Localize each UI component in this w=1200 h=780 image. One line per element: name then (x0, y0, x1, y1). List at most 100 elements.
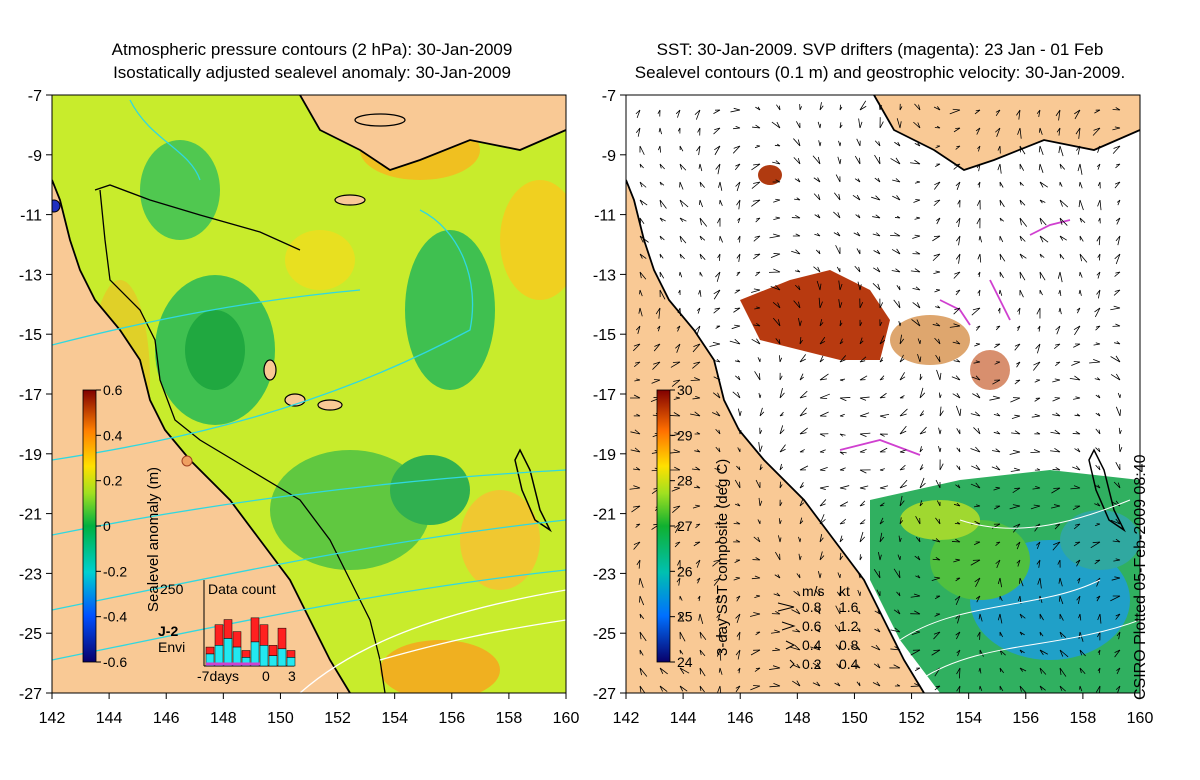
left-lat-tick: -13 (19, 267, 42, 284)
sla-colorbar-tick: -0.4 (103, 609, 127, 625)
right-lat-tick: -17 (593, 387, 616, 404)
svp-drifter-tracks (839, 219, 1071, 456)
data-count-title: Data count (208, 581, 276, 597)
sst-colorbar-tick: 30 (677, 382, 693, 398)
sst-colorbar-label: 3-day SST composite (deg C) (714, 459, 731, 656)
data-count-bar-envi (286, 657, 296, 667)
right-lat-tick: -25 (593, 626, 616, 643)
right-lat-tick: -9 (602, 148, 616, 165)
png-land (52, 95, 566, 170)
right-lat-tick: -19 (593, 447, 616, 464)
right-lat-tick: -11 (594, 208, 616, 225)
velocity-legend-ms: 0.2 (802, 656, 822, 672)
right-lon-tick: 154 (955, 710, 982, 727)
sst-colorbar-tick: 28 (677, 473, 693, 489)
data-count-bar-j2 (241, 650, 251, 658)
left-title-line2: Isostatically adjusted sealevel anomaly:… (113, 63, 511, 82)
velocity-legend: m/s kt 0.8 1.6 0.6 1.2 0.4 0.8 0.2 0.4 (777, 583, 859, 672)
velocity-legend-kt: 0.4 (839, 656, 859, 672)
right-lon-tick: 152 (898, 710, 925, 727)
left-lon-tick: 158 (496, 710, 523, 727)
right-lat-tick: -7 (602, 88, 616, 105)
left-lat-tick: -15 (19, 327, 42, 344)
data-count-bar-j2 (232, 631, 242, 648)
plot-credit: CSIRO Plotted 05-Feb-2009 08:40 (1132, 454, 1149, 700)
left-lon-tick: 154 (381, 710, 408, 727)
velocity-legend-ms: 0.4 (802, 637, 822, 653)
left-lon-tick: 156 (438, 710, 465, 727)
velocity-legend-ms: 0.8 (802, 599, 822, 615)
data-count-bar-j2 (277, 627, 287, 650)
sla-colorbar-tick: -0.6 (103, 654, 127, 670)
legend-envi: Envi (158, 639, 185, 655)
sla-colorbar-tick: 0.6 (103, 382, 123, 398)
left-lat-tick: -17 (19, 387, 42, 404)
right-lon-tick: 156 (1012, 710, 1039, 727)
left-lat-tick: -19 (19, 447, 42, 464)
velocity-legend-unit-kt: kt (839, 583, 850, 599)
velocity-legend-ms: 0.6 (802, 618, 822, 634)
data-count-bar-envi (250, 641, 260, 667)
tide-gauge-marker-2 (181, 455, 193, 467)
left-lat-tick: -25 (19, 626, 42, 643)
right-lon-tick: 144 (670, 710, 697, 727)
right-lat-tick: -21 (593, 507, 616, 524)
data-count-bar-j2 (205, 646, 215, 655)
sla-field (90, 120, 566, 693)
velocity-legend-kt: 1.2 (839, 618, 859, 634)
left-colorbar: 0.6 0.4 0.2 0 -0.2 -0.4 -0.6 Sealevel anomaly … (82, 382, 162, 670)
coastline (52, 179, 351, 693)
data-count-bar-envi (205, 653, 215, 667)
sla-colorbar-label: Sealevel anomaly (m) (145, 467, 162, 612)
right-lat-tick: -13 (593, 267, 616, 284)
geostrophic-velocity-arrows (629, 100, 1123, 693)
pressure-contours (52, 99, 566, 661)
data-count-bar-j2 (250, 617, 260, 643)
left-lat-tick: -9 (28, 148, 42, 165)
left-lon-tick: 146 (153, 710, 180, 727)
left-lat-tick: -27 (19, 686, 42, 703)
sst-colorbar-tick: 26 (677, 563, 693, 579)
legend-j2: J-2 (158, 623, 178, 639)
velocity-legend-arrow (785, 640, 796, 650)
right-lon-tick: 146 (727, 710, 754, 727)
data-count-bar-j2 (259, 624, 269, 646)
left-lat-tick: -11 (20, 208, 42, 225)
right-colorbar: 30 29 28 27 26 25 24 3-day SST composite (deg … (656, 382, 731, 670)
right-lon-tick: 150 (841, 710, 868, 727)
sst-colorbar-tick: 29 (677, 427, 693, 443)
right-lat-tick: -23 (593, 566, 616, 583)
left-lat-tick: -21 (19, 507, 42, 524)
right-lat-tick: -27 (593, 686, 616, 703)
data-count-bar-envi (277, 648, 287, 667)
data-count-ymax: 250 (160, 581, 184, 597)
velocity-legend-unit-ms: m/s (802, 583, 825, 599)
left-lon-tick: 148 (210, 710, 237, 727)
data-count-bar-j2 (223, 619, 233, 639)
left-lat-tick: -23 (19, 566, 42, 583)
velocity-legend-arrow (789, 659, 795, 669)
velocity-legend-kt: 1.6 (839, 599, 859, 615)
right-lon-tick: 148 (784, 710, 811, 727)
velocity-legend-arrow (781, 621, 796, 631)
data-count-bar-envi (214, 645, 224, 667)
data-count-xlabel-start: -7days (197, 668, 239, 684)
axis-ticks: 142 144 146 148 150 152 154 156 158 160 -7 -9 -11 -13… (19, 88, 1154, 727)
sla-colorbar-tick: 0 (103, 518, 111, 534)
left-lon-tick: 160 (553, 710, 580, 727)
data-count-xlabel-zero: 0 (262, 668, 270, 684)
data-count-bar-envi (223, 638, 233, 667)
right-lon-tick: 160 (1127, 710, 1154, 727)
sst-colorbar-tick: 27 (677, 518, 693, 534)
left-lon-tick: 144 (96, 710, 123, 727)
sst-colorbar-tick: 24 (677, 654, 693, 670)
left-lon-tick: 152 (324, 710, 351, 727)
data-count-bar-j2 (214, 624, 224, 646)
data-count-bar-envi (232, 646, 242, 667)
right-title-line1: SST: 30-Jan-2009. SVP drifters (magenta)… (656, 40, 1104, 59)
left-lat-tick: -7 (28, 88, 42, 105)
sealevel-contours (899, 499, 1140, 681)
data-count-bar-envi (241, 657, 251, 667)
data-count-bar-envi (268, 655, 278, 667)
